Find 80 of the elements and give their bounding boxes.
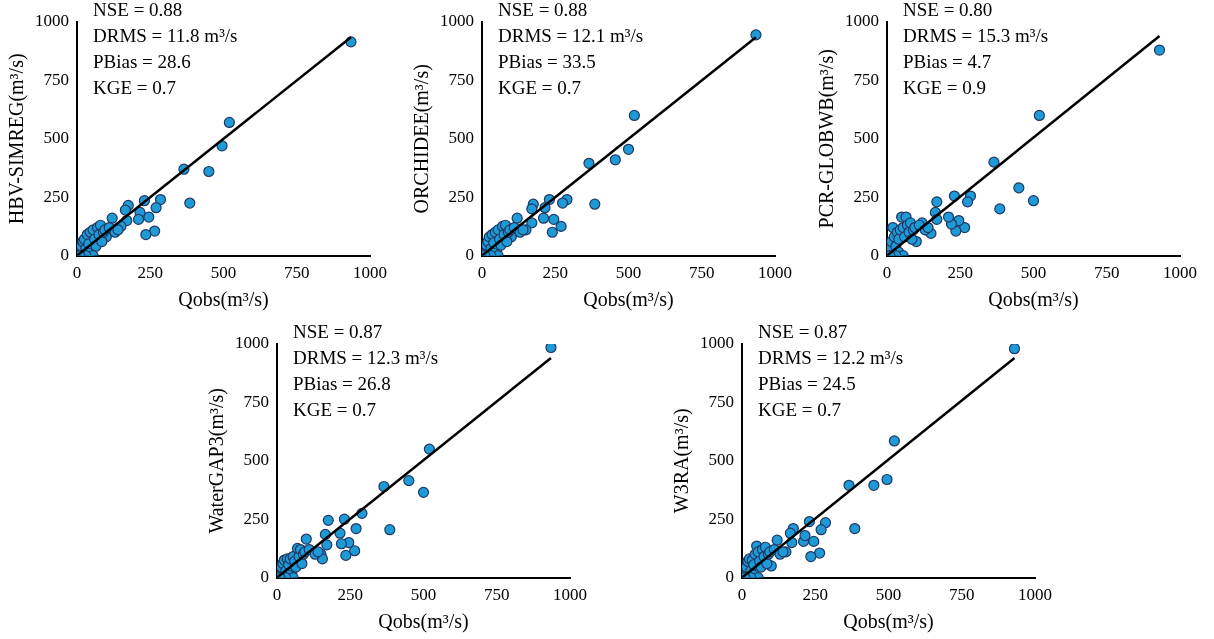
x-tick-label: 750 [284, 263, 310, 283]
y-axis-title: HBV-SIMREG(m³/s) [5, 53, 29, 225]
annotation: KGE = 0.7 [293, 399, 377, 421]
x-tick-label: 1000 [353, 263, 387, 283]
x-tick-label: 1000 [1163, 263, 1197, 283]
y-tick-label: 1000 [440, 11, 474, 31]
text: NSE = 0.80 [903, 0, 993, 21]
y-tick-label: 500 [243, 450, 269, 470]
y-axis-title: PCR-GLOBWB(m³/s) [815, 49, 839, 229]
x-tick-label: 1000 [1018, 585, 1052, 605]
x-tick-label: 500 [875, 585, 902, 605]
y-tick-label: 1000 [700, 333, 734, 353]
y-tick-label: 250 [43, 186, 69, 206]
x-tick-label: 250 [947, 263, 973, 283]
x-axis-title: Qobs(m³/s) [843, 610, 934, 634]
x-tick-label: 750 [484, 585, 510, 605]
x-axis-title: Qobs(m³/s) [988, 288, 1079, 312]
y-tick-label: 250 [448, 186, 474, 206]
x-axis-title: Qobs(m³/s) [178, 288, 269, 312]
text: NSE = 0.87 [293, 321, 383, 343]
x-tick-label: 1000 [553, 585, 587, 605]
y-tick-label: 750 [448, 69, 474, 89]
y-tick-label: 1000 [235, 333, 269, 353]
text: NSE = 0.87 [758, 321, 848, 343]
y-tick-label: 0 [465, 245, 474, 265]
y-tick-label: 250 [853, 186, 879, 206]
x-tick-label: 500 [410, 585, 437, 605]
annotation: PBias = 24.5 [758, 373, 856, 395]
annotation: KGE = 0.7 [93, 77, 177, 99]
annotation: KGE = 0.7 [758, 399, 842, 421]
annotation: PBias = 26.8 [293, 373, 391, 395]
y-tick-label: 0 [725, 567, 734, 587]
x-tick-label: 250 [542, 263, 568, 283]
x-tick-label: 0 [272, 585, 282, 605]
text: NSE = 0.88 [93, 0, 183, 21]
annotation: PBias = 28.6 [93, 51, 191, 73]
y-tick-label: 500 [853, 128, 879, 148]
x-tick-label: 250 [137, 263, 163, 283]
x-axis-title: Qobs(m³/s) [378, 610, 469, 634]
y-tick-label: 250 [243, 508, 269, 528]
y-tick-label: 750 [853, 69, 879, 89]
x-tick-label: 500 [615, 263, 642, 283]
y-tick-label: 500 [448, 128, 474, 148]
annotation: PBias = 33.5 [498, 51, 596, 73]
annotation: PBias = 4.7 [903, 51, 992, 73]
y-tick-label: 500 [43, 128, 69, 148]
annotation: DRMS = 11.8 m³/s [93, 25, 238, 47]
x-tick-label: 250 [802, 585, 828, 605]
x-tick-label: 0 [737, 585, 747, 605]
y-tick-label: 0 [260, 567, 269, 587]
x-axis-title: Qobs(m³/s) [583, 288, 674, 312]
y-axis-title: W3RA(m³/s) [670, 408, 694, 514]
y-tick-label: 750 [43, 69, 69, 89]
x-tick-label: 0 [72, 263, 82, 283]
y-tick-label: 0 [60, 245, 69, 265]
y-axis-title: ORCHIDEE(m³/s) [410, 64, 434, 214]
annotation: DRMS = 12.1 m³/s [498, 25, 644, 47]
y-tick-label: 0 [870, 245, 879, 265]
x-tick-label: 250 [337, 585, 363, 605]
x-tick-label: 750 [1094, 263, 1120, 283]
x-tick-label: 500 [1020, 263, 1047, 283]
annotation: KGE = 0.9 [903, 77, 987, 99]
x-tick-label: 0 [477, 263, 487, 283]
x-tick-label: 1000 [758, 263, 792, 283]
annotation: DRMS = 15.3 m³/s [903, 25, 1049, 47]
y-tick-label: 250 [708, 508, 734, 528]
y-tick-label: 500 [708, 450, 734, 470]
text: NSE = 0.88 [498, 0, 588, 21]
annotation: DRMS = 12.2 m³/s [758, 347, 904, 369]
y-tick-label: 1000 [845, 11, 879, 31]
x-tick-label: 0 [882, 263, 892, 283]
y-tick-label: 750 [708, 391, 734, 411]
x-tick-label: 500 [210, 263, 237, 283]
annotation: KGE = 0.7 [498, 77, 582, 99]
y-tick-label: 1000 [35, 11, 69, 31]
annotation: DRMS = 12.3 m³/s [293, 347, 439, 369]
x-tick-label: 750 [949, 585, 975, 605]
y-tick-label: 750 [243, 391, 269, 411]
y-axis-title: WaterGAP3(m³/s) [205, 388, 229, 534]
x-tick-label: 750 [689, 263, 715, 283]
